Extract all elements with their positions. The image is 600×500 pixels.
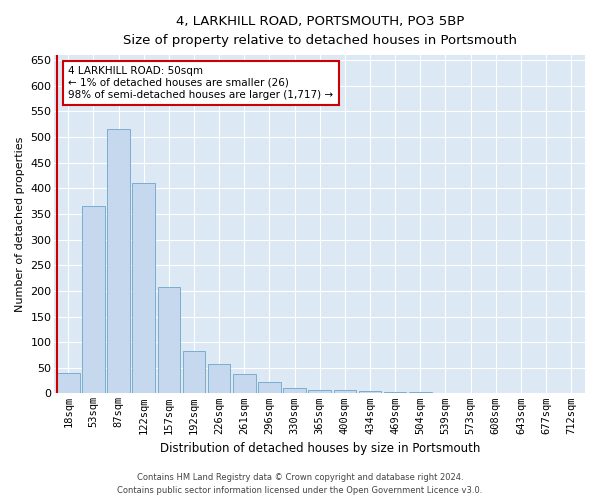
Text: Contains HM Land Registry data © Crown copyright and database right 2024.
Contai: Contains HM Land Registry data © Crown c… <box>118 474 482 495</box>
Title: 4, LARKHILL ROAD, PORTSMOUTH, PO3 5BP
Size of property relative to detached hous: 4, LARKHILL ROAD, PORTSMOUTH, PO3 5BP Si… <box>123 15 517 47</box>
Bar <box>258 382 281 394</box>
Bar <box>308 390 331 394</box>
Y-axis label: Number of detached properties: Number of detached properties <box>15 136 25 312</box>
Bar <box>158 288 180 394</box>
X-axis label: Distribution of detached houses by size in Portsmouth: Distribution of detached houses by size … <box>160 442 480 455</box>
Bar <box>182 351 205 394</box>
Bar <box>233 374 256 394</box>
Bar <box>384 392 406 394</box>
Bar <box>535 393 557 394</box>
Bar <box>409 392 431 394</box>
Bar <box>434 393 457 394</box>
Bar <box>283 388 306 394</box>
Bar <box>107 130 130 394</box>
Text: 4 LARKHILL ROAD: 50sqm
← 1% of detached houses are smaller (26)
98% of semi-deta: 4 LARKHILL ROAD: 50sqm ← 1% of detached … <box>68 66 334 100</box>
Bar <box>82 206 105 394</box>
Bar <box>133 183 155 394</box>
Bar <box>57 373 80 394</box>
Bar <box>334 390 356 394</box>
Bar <box>359 391 382 394</box>
Bar <box>208 364 230 394</box>
